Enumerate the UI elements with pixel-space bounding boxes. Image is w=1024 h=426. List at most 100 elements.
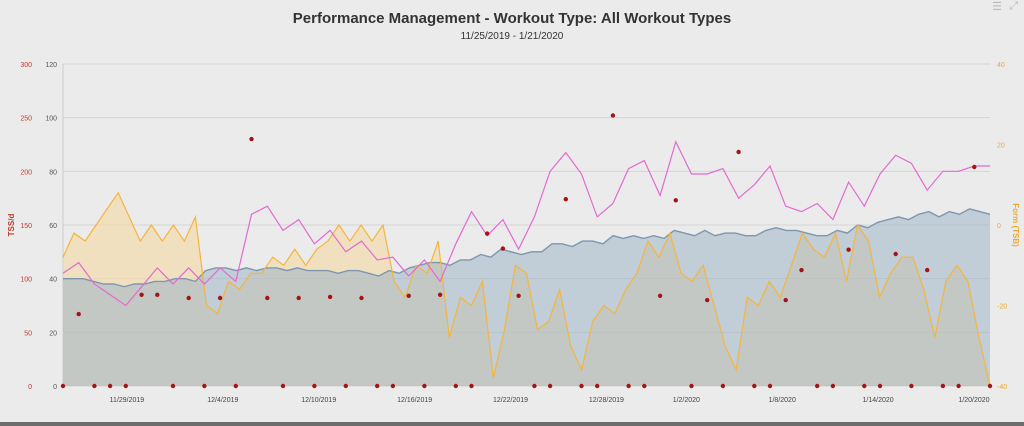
tss-point [877,383,883,389]
tss-point [500,246,506,251]
tss-point [249,136,254,142]
x-tick-label: 12/28/2019 [589,397,624,404]
tss-point [893,251,898,257]
tss-point [233,383,238,389]
tss-tick-label: 200 [20,169,32,176]
tss-point [155,292,160,297]
tss-axis-title: TSS/d [7,214,16,237]
tss-point [60,383,66,389]
tss-point [720,383,726,389]
tss-point [422,383,427,389]
fitness-area [63,208,990,386]
menu-icon[interactable]: ☰ [992,1,1002,13]
tss-tick-label: 300 [20,62,32,69]
bottom-bar [0,422,1024,426]
tss-point [312,383,317,389]
x-tick-label: 12/10/2019 [301,397,336,404]
tss-point [359,295,364,301]
tss-point [940,383,946,389]
tss-point [736,149,741,155]
tss-point [987,383,993,389]
tss-point [437,292,443,297]
tss-point [563,197,568,202]
tss-tick-label: 150 [20,223,32,230]
tss-point [107,383,113,389]
fitness-line [63,208,991,288]
tss-point [909,383,914,389]
tss-point [485,231,490,236]
tss-point [689,383,694,389]
tss-point [186,295,191,301]
x-tick-label: 1/14/2020 [863,397,894,404]
form-tick-label: -20 [997,304,1007,311]
tss-point [532,383,537,389]
tss-point [170,383,176,389]
x-tick-label: 1/8/2020 [769,397,796,404]
form-tick-label: -40 [997,384,1007,391]
tss-point [265,295,270,301]
tss-point [390,383,396,389]
chart-subtitle: 11/25/2019 - 1/21/2020 [460,31,564,42]
fitness-tick-label: 120 [45,62,57,69]
fatigue-line [62,140,990,307]
tss-point [752,383,757,389]
tss-point [280,383,286,389]
fitness-tick-label: 20 [49,330,57,337]
tss-point [579,383,584,389]
tss-point [626,383,631,389]
tss-point [296,295,301,301]
tss-point [139,292,144,297]
tss-point [92,383,97,389]
form-tick-label: 20 [997,143,1005,150]
x-tick-label: 12/22/2019 [493,397,528,404]
tss-point [217,295,223,301]
fitness-tick-label: 40 [49,277,57,284]
tss-tick-label: 250 [20,116,32,123]
form-tick-label: 0 [997,223,1001,230]
tss-point [547,383,553,389]
tss-point [469,383,474,389]
tss-point [925,267,930,273]
tss-point [610,113,616,118]
chart-title: Performance Management - Workout Type: A… [292,10,732,27]
tss-point [956,383,961,389]
tss-point [327,294,333,300]
tss-point [657,293,663,298]
tss-point [815,383,820,389]
tss-point [406,293,411,298]
tss-point [673,198,678,203]
tss-point [202,383,207,389]
tss-point [799,267,804,273]
tss-tick-label: 50 [24,330,32,337]
form-tick-label: 40 [997,62,1005,69]
tss-point [375,383,380,389]
x-tick-label: 1/20/2020 [958,397,989,404]
tss-point [453,383,458,389]
tss-point [343,383,348,389]
form-line [62,191,991,387]
tss-point [76,311,81,317]
tss-tick-label: 100 [20,277,32,284]
tss-tick-label: 0 [28,384,32,391]
tss-point [705,297,710,303]
tss-point [862,383,867,389]
x-tick-label: 1/2/2020 [673,397,700,404]
tss-point [830,383,836,389]
expand-icon[interactable]: ⤢ [1009,0,1018,12]
tss-point [767,383,773,389]
tss-point [123,383,128,389]
tss-point [595,383,600,389]
fitness-tick-label: 80 [49,169,57,176]
fitness-tick-label: 0 [53,384,57,391]
tss-point [516,293,521,298]
fitness-tick-label: 100 [45,116,57,123]
fitness-tick-label: 60 [49,223,57,230]
x-tick-label: 12/16/2019 [397,397,432,404]
tss-point [972,164,977,170]
tss-point [642,383,647,389]
x-tick-label: 11/29/2019 [110,397,145,404]
tss-point [783,297,788,303]
tss-point [846,247,851,252]
form-axis-title: Form (TSB) [1011,203,1020,247]
